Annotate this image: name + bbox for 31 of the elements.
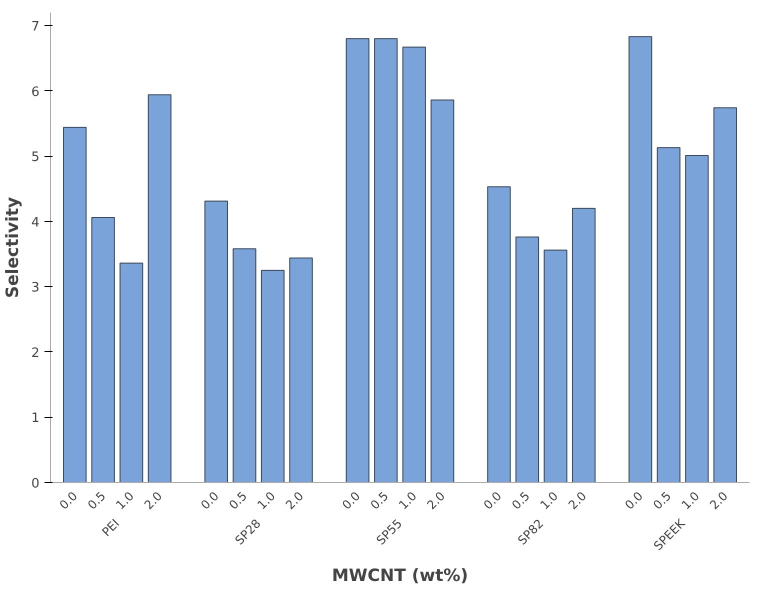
x-tick-label: 2.0	[707, 488, 730, 512]
x-tick-label: 2.0	[142, 488, 165, 512]
x-tick-label: 2.0	[282, 488, 306, 512]
x-tick-label: 1.0	[113, 488, 137, 512]
x-tick-label: 0.0	[622, 488, 646, 512]
y-axis-title: Selectivity	[3, 196, 24, 298]
x-tick-label: 0.5	[509, 488, 533, 512]
y-tick-label: 6	[31, 84, 40, 100]
y-tick-label: 1	[31, 411, 40, 426]
y-tick-label: 2	[31, 346, 40, 361]
x-tick-label: 1.0	[254, 488, 278, 512]
x-tick-label: 2.0	[566, 488, 590, 512]
y-tick-label: 4	[31, 215, 40, 230]
text: PEI	[99, 516, 122, 540]
x-tick-label: 0.5	[85, 488, 108, 512]
x-axis-title: MWCNT (wt%)	[332, 566, 468, 586]
x-tick-label: 1.0	[396, 488, 420, 512]
x-tick-label: 0.0	[198, 488, 222, 512]
x-tick-label: 1.0	[678, 488, 702, 512]
y-tick-label: 7	[31, 20, 40, 35]
x-tick-label: 1.0	[537, 488, 561, 512]
y-tick-label: 5	[31, 150, 40, 166]
x-tick-label: 0.0	[339, 488, 363, 512]
x-tick-label: 0.5	[226, 488, 250, 512]
x-tick-label: 0.0	[56, 488, 80, 512]
x-tick-label: 2.0	[424, 488, 448, 512]
y-tick-label: 3	[31, 280, 40, 296]
x-tick-label: 0.0	[480, 488, 504, 512]
y-tick-label: 0	[31, 476, 40, 492]
x-tick-label: 0.5	[650, 488, 674, 512]
x-tick-label: 0.5	[368, 488, 392, 512]
